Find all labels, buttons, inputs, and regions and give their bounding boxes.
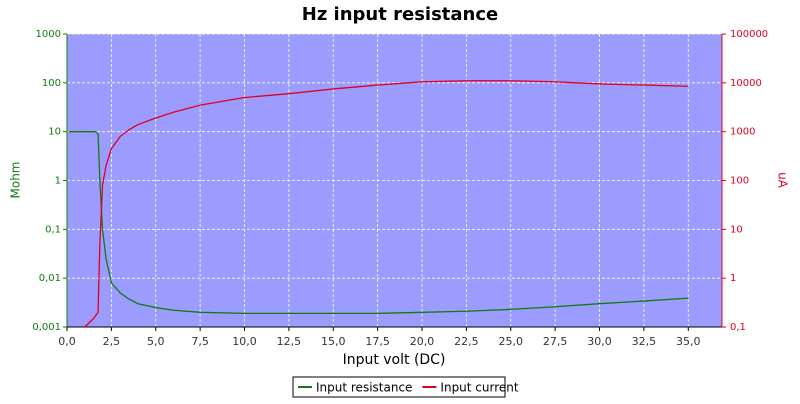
x-tick-label: 22,5: [454, 335, 479, 348]
chart-title: Hz input resistance: [302, 4, 499, 25]
x-tick-label: 17,5: [365, 335, 390, 348]
y-tick-label: 100: [42, 78, 61, 89]
series-line: [68, 131, 689, 315]
y2-tick-label: 10: [730, 224, 743, 235]
x-tick-label: 25,0: [499, 335, 524, 348]
x-tick-label: 10,0: [232, 335, 257, 348]
x-tick-label: 30,0: [587, 335, 612, 348]
x-tick-label: 35,0: [676, 335, 701, 348]
x-tick-label: 15,0: [321, 335, 346, 348]
x-tick-label: 2,5: [103, 335, 121, 348]
y-tick-label: 1000: [36, 29, 61, 40]
y-tick-label: 0,001: [32, 322, 61, 333]
x-tick-label: 7,5: [191, 335, 209, 348]
y-axis-label: Mohm: [9, 162, 23, 199]
legend-label: Input resistance: [316, 381, 412, 395]
x-tick-label: 32,5: [632, 335, 657, 348]
y2-axis-label: uA: [776, 172, 790, 189]
x-tick-label: 20,0: [410, 335, 435, 348]
y2-tick-label: 0,1: [730, 322, 746, 333]
series-line: [84, 80, 689, 328]
y2-tick-label: 10000: [730, 78, 762, 89]
y-tick-label: 1: [55, 176, 61, 187]
x-axis-label: Input volt (DC): [343, 352, 446, 368]
y2-tick-label: 100000: [730, 29, 768, 40]
x-tick-label: 0,0: [58, 335, 76, 348]
x-tick-label: 12,5: [277, 335, 302, 348]
y2-tick-label: 1: [730, 273, 736, 284]
y2-tick-label: 100: [730, 176, 749, 187]
x-tick-label: 5,0: [147, 335, 165, 348]
legend-label: Input current: [440, 381, 518, 395]
x-tick-label: 27,5: [543, 335, 568, 348]
legend-box: [292, 376, 506, 398]
y-tick-label: 0,01: [39, 273, 61, 284]
y2-tick-label: 1000: [730, 127, 755, 138]
y-tick-label: 10: [48, 127, 61, 138]
y-tick-label: 0,1: [45, 224, 61, 235]
